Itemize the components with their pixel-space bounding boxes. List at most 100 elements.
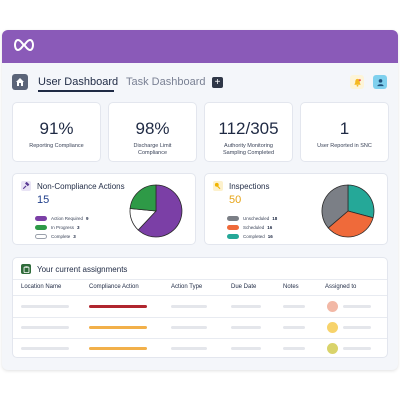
non-compliance-panel: Non-Compliance Actions 15 Action Require… — [12, 173, 196, 245]
placeholder-cell — [283, 347, 305, 350]
top-bar — [2, 30, 398, 63]
legend-swatch — [227, 225, 239, 230]
panel-icon-box — [213, 181, 223, 191]
pie-slice-action-required[interactable] — [137, 184, 183, 238]
column-header-action-type[interactable]: Action Type — [171, 284, 203, 290]
divider — [13, 279, 387, 280]
stat-label: Reporting Compliance — [29, 143, 84, 149]
user-icon — [376, 78, 384, 86]
placeholder-cell — [343, 305, 371, 308]
legend-swatch — [227, 216, 239, 221]
avatar[interactable] — [327, 322, 338, 333]
stat-value: 98% — [135, 119, 170, 138]
tab-task-dashboard[interactable]: Task Dashboard — [126, 76, 206, 88]
placeholder-cell — [171, 305, 207, 308]
stat-value: 112/305 — [218, 119, 279, 138]
pie-slice-in-progress[interactable] — [129, 184, 157, 212]
gavel-icon — [22, 182, 30, 190]
legend-value: 16 — [267, 225, 273, 230]
bell-icon — [353, 78, 361, 87]
legend-value: 18 — [272, 216, 278, 221]
tab-user-dashboard[interactable]: User Dashboard — [38, 76, 119, 88]
placeholder-cell — [343, 326, 371, 329]
clipboard-icon — [23, 265, 29, 273]
legend-item: In Progress 3 — [35, 223, 89, 232]
legend-swatch — [227, 234, 239, 239]
placeholder-cell — [21, 305, 69, 308]
legend-label: Completed — [243, 234, 265, 239]
avatar[interactable] — [327, 301, 338, 312]
placeholder-cell — [21, 347, 69, 350]
pie-slice-completed[interactable] — [347, 184, 375, 219]
legend-swatch — [35, 225, 47, 230]
column-header-notes[interactable]: Notes — [283, 284, 299, 290]
pie-slice-unscheduled[interactable] — [321, 184, 349, 229]
panel-count: 15 — [37, 194, 50, 206]
divider — [13, 295, 387, 296]
legend-value: 16 — [267, 234, 273, 239]
divider — [13, 317, 387, 318]
stat-card-snc-users: 1 User Reported in SNC — [300, 102, 389, 162]
legend-item: Completed 16 — [227, 232, 277, 241]
pie-slice-scheduled[interactable] — [327, 210, 374, 238]
legend-label: Scheduled — [243, 225, 265, 230]
legend-label: In Progress — [51, 225, 75, 230]
divider — [13, 338, 387, 339]
legend-label: Complete — [51, 234, 71, 239]
notifications-button[interactable] — [350, 75, 364, 89]
stat-value: 1 — [339, 119, 350, 138]
inspections-panel: Inspections 50 Unscheduled 18 Scheduled … — [204, 173, 388, 245]
infinity-logo-icon[interactable] — [12, 38, 36, 52]
stat-label: Discharge Limit Compliance — [133, 143, 172, 156]
panel-icon-box — [21, 264, 31, 274]
stat-card-reporting-compliance: 91% Reporting Compliance — [12, 102, 101, 162]
placeholder-cell — [283, 326, 305, 329]
legend-label: Unscheduled — [243, 216, 270, 221]
assignments-panel: Your current assignments Location Name C… — [12, 257, 388, 358]
panel-icon-box — [21, 181, 31, 191]
column-header-assigned-to[interactable]: Assigned to — [325, 284, 357, 290]
stat-label: Authority Monitoring Sampling Completed — [222, 143, 275, 156]
legend-swatch — [35, 216, 47, 221]
stat-value: 91% — [39, 119, 74, 138]
placeholder-cell — [21, 326, 69, 329]
active-tab-indicator — [38, 90, 114, 92]
non-compliance-pie-chart — [129, 184, 183, 238]
user-profile-button[interactable] — [373, 75, 387, 89]
column-header-due-date[interactable]: Due Date — [231, 284, 257, 290]
placeholder-cell — [283, 305, 305, 308]
legend-swatch — [35, 234, 47, 239]
panel-count: 50 — [229, 194, 242, 206]
avatar[interactable] — [327, 343, 338, 354]
column-header-compliance-action[interactable]: Compliance Action — [89, 284, 139, 290]
placeholder-cell — [171, 326, 207, 329]
legend-item: Unscheduled 18 — [227, 214, 277, 223]
placeholder-cell — [231, 326, 261, 329]
column-header-location[interactable]: Location Name — [21, 284, 62, 290]
legend-item: Action Required 9 — [35, 214, 89, 223]
legend-item: Complete 3 — [35, 232, 89, 241]
compliance-action-bar — [89, 326, 147, 329]
stat-card-authority-monitoring: 112/305 Authority Monitoring Sampling Co… — [204, 102, 293, 162]
legend-label: Action Required — [51, 216, 84, 221]
add-dashboard-button[interactable]: + — [212, 77, 223, 88]
panel-title: Inspections — [229, 182, 270, 191]
home-button[interactable] — [12, 74, 28, 90]
placeholder-cell — [343, 347, 371, 350]
compliance-action-bar — [89, 305, 147, 308]
stat-label: User Reported in SNC — [317, 143, 372, 149]
legend-value: 9 — [86, 216, 89, 221]
legend-value: 3 — [73, 234, 76, 239]
legend-value: 3 — [77, 225, 80, 230]
panel-title: Your current assignments — [37, 265, 128, 274]
home-icon — [16, 78, 24, 86]
placeholder-cell — [171, 347, 207, 350]
key-icon — [214, 182, 221, 190]
stat-card-discharge-limit: 98% Discharge Limit Compliance — [108, 102, 197, 162]
placeholder-cell — [231, 347, 261, 350]
inspections-legend: Unscheduled 18 Scheduled 16 Completed 16 — [227, 214, 277, 241]
panel-title: Non-Compliance Actions — [37, 182, 125, 191]
inspections-pie-chart — [321, 184, 375, 238]
non-compliance-legend: Action Required 9 In Progress 3 Complete… — [35, 214, 89, 241]
compliance-action-bar — [89, 347, 147, 350]
